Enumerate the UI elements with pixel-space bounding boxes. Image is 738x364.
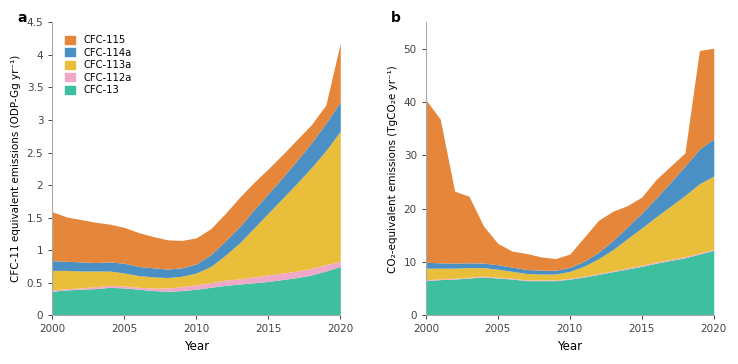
Legend: CFC-115, CFC-114a, CFC-113a, CFC-112a, CFC-13: CFC-115, CFC-114a, CFC-113a, CFC-112a, C… [63,33,134,97]
Text: b: b [391,11,401,25]
X-axis label: Year: Year [184,340,209,353]
Y-axis label: CO₂-equivalent emissions (TgCO₂e yr⁻¹): CO₂-equivalent emissions (TgCO₂e yr⁻¹) [388,65,398,273]
X-axis label: Year: Year [557,340,582,353]
Y-axis label: CFC-11 equivalent emissions (ODP-Gg yr⁻¹): CFC-11 equivalent emissions (ODP-Gg yr⁻¹… [11,55,21,282]
Text: a: a [18,11,27,25]
